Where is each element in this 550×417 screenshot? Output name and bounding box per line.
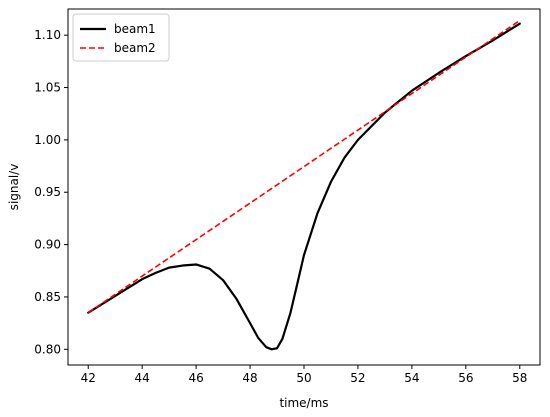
y-tick-label: 0.90	[34, 238, 61, 252]
x-tick-label: 54	[404, 371, 419, 385]
x-tick-label: 44	[135, 371, 150, 385]
x-tick-label: 56	[458, 371, 473, 385]
plot-lines	[87, 19, 521, 351]
axes-ticks: 42 44 46 48 50 52 54 56 58 0.80 0.85 0.90 0.95 1.00 1.…	[34, 28, 527, 385]
legend-box	[72, 13, 170, 62]
series-line-beam2	[87, 19, 521, 314]
y-tick-label: 0.95	[34, 185, 61, 199]
x-tick-label: 58	[512, 371, 527, 385]
x-tick-label: 50	[296, 371, 311, 385]
y-tick-label: 0.80	[34, 342, 61, 356]
x-axis-label: time/ms	[279, 396, 328, 410]
legend-label-beam1: beam1	[114, 22, 156, 36]
y-tick-label: 0.85	[34, 290, 61, 304]
series-line-beam1	[87, 22, 521, 351]
x-tick-label: 46	[188, 371, 203, 385]
x-tick-label: 48	[242, 371, 257, 385]
y-tick-label: 1.05	[34, 81, 61, 95]
legend: beam1 beam2	[72, 13, 170, 62]
legend-label-beam2: beam2	[114, 41, 156, 55]
y-tick-label: 1.00	[34, 133, 61, 147]
y-tick-label: 1.10	[34, 28, 61, 42]
x-tick-label: 52	[350, 371, 365, 385]
plot-frame	[67, 8, 541, 366]
x-tick-label: 42	[81, 371, 96, 385]
y-axis-label: signal/v	[7, 164, 21, 211]
